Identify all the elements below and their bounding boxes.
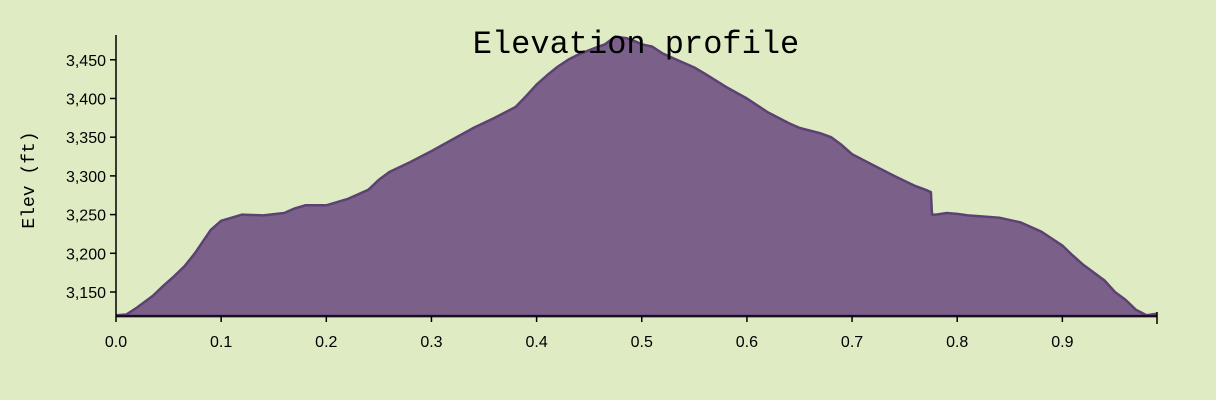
x-tick-label: 0.7: [841, 334, 863, 351]
y-tick-label: 3,300: [66, 169, 106, 186]
elevation-line: [115, 35, 1158, 317]
x-tick-label: 0.3: [420, 334, 442, 351]
x-tick-label: 0.5: [631, 334, 653, 351]
y-tick-label: 3,450: [66, 53, 106, 70]
x-tick-label: 0.4: [525, 334, 547, 351]
x-tick-label: 0.6: [736, 334, 758, 351]
chart-title: Elevation profile: [473, 26, 799, 63]
x-tick-label: 0.2: [315, 334, 337, 351]
y-tick-label: 3,150: [66, 285, 106, 302]
elevation-area: [116, 36, 1157, 317]
y-tick-label: 3,350: [66, 130, 106, 147]
x-tick-label: 0.0: [105, 334, 127, 351]
y-axis-label: Elev (ft): [20, 131, 40, 228]
axes-layer: 3,150 3,200 3,250 3,300 3,350 3,400 3,450 0.0 0.…: [66, 35, 1158, 351]
x-tick-label: 0.8: [946, 334, 968, 351]
area-layer: [115, 35, 1158, 318]
x-tick-label: 0.9: [1051, 334, 1073, 351]
y-tick-label: 3,250: [66, 208, 106, 225]
y-tick-label: 3,200: [66, 246, 106, 263]
x-tick-label: 0.1: [210, 334, 232, 351]
y-tick-label: 3,400: [66, 91, 106, 108]
